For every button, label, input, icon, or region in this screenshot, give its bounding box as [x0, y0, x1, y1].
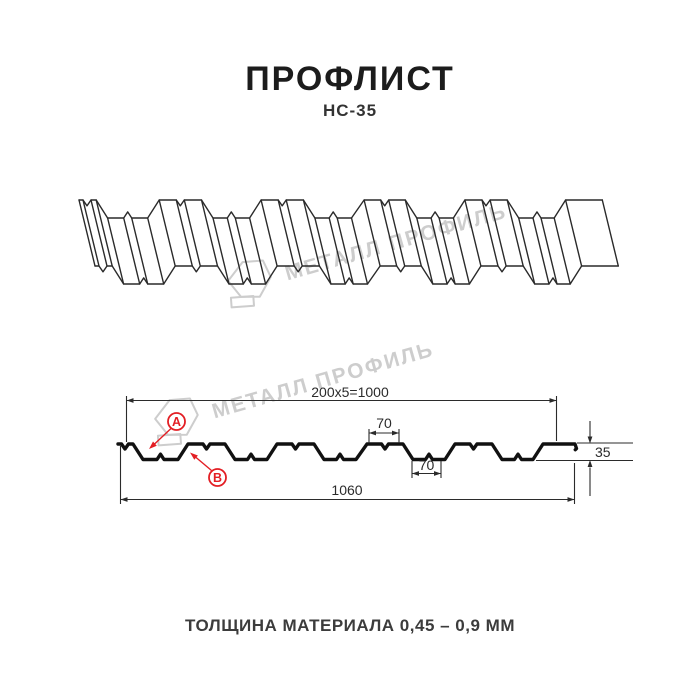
dim-crest-label: 70 [376, 415, 392, 431]
page-title: ПРОФЛИСТ [245, 60, 455, 98]
dim-valley-label: 70 [419, 457, 435, 473]
callout-a: A [149, 412, 186, 449]
cross-section-drawing: 200x5=1000 70 70 1060 [116, 384, 633, 504]
sheet-3d-drawing [78, 199, 619, 285]
sheet-3d-fold-lines [78, 199, 619, 285]
sheet-3d-near-edge [94, 265, 619, 285]
brand-logo-tab-icon [156, 433, 182, 447]
watermark-lower: МЕТАЛЛ ПРОФИЛЬ [154, 338, 437, 447]
brand-logo-tab-icon [229, 295, 255, 309]
dim-1060: 1060 [119, 446, 576, 504]
dim-width-top-label: 200x5=1000 [311, 384, 389, 400]
callout-b-label: B [213, 471, 222, 485]
dim-valley-70: 70 [411, 457, 442, 478]
profile-model-label: НС-35 [322, 101, 378, 120]
profile-outline [116, 442, 579, 462]
fold-line [78, 199, 619, 285]
callout-b: B [190, 452, 227, 487]
dim-35: 35 [536, 421, 633, 496]
thickness-note: ТОЛЩИНА МАТЕРИАЛА 0,45 – 0,9 ММ [185, 616, 515, 635]
dim-200x5-1000: 200x5=1000 [125, 384, 558, 442]
dim-total-label: 1060 [331, 482, 362, 498]
dim-crest-70: 70 [368, 415, 400, 443]
callout-a-label: A [172, 415, 181, 429]
watermark-text: МЕТАЛЛ ПРОФИЛЬ [209, 338, 436, 423]
sheet-3d-far-edge [78, 199, 603, 219]
dim-height-label: 35 [595, 444, 611, 460]
